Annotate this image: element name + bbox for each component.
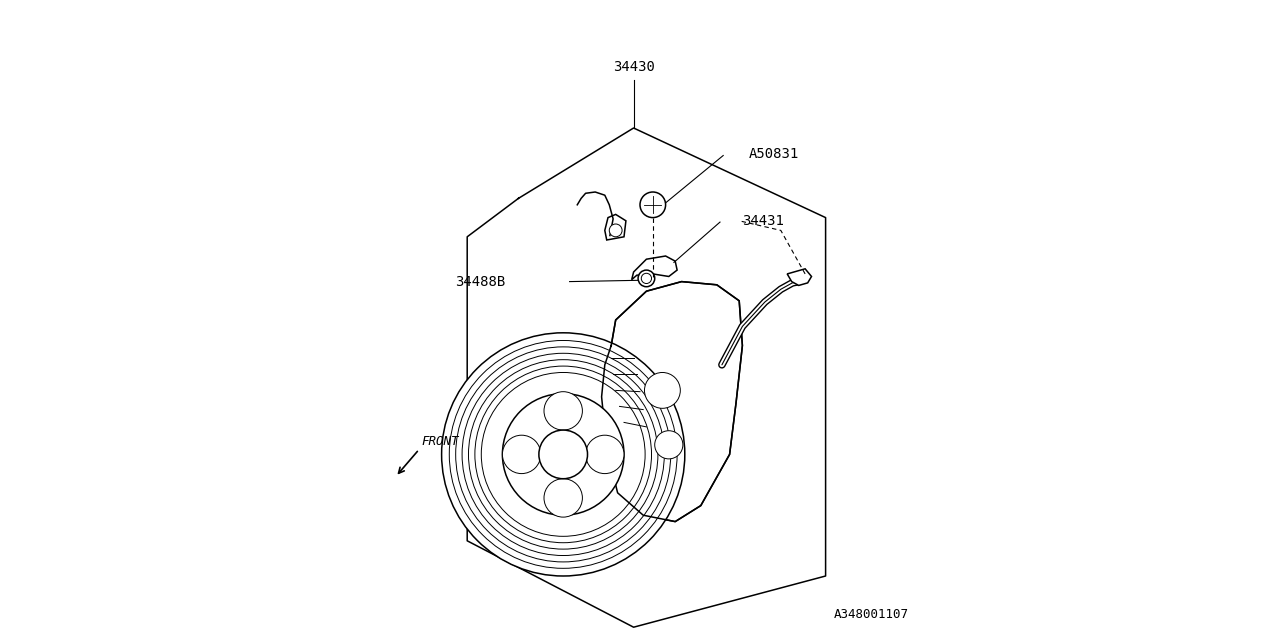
Text: A50831: A50831 [749,147,799,161]
Circle shape [503,435,541,474]
Text: 34431: 34431 [742,214,785,228]
Text: A348001107: A348001107 [833,608,909,621]
Text: 34430: 34430 [613,60,654,74]
Polygon shape [787,269,812,285]
Circle shape [442,333,685,576]
Circle shape [654,431,684,459]
Text: 34488B: 34488B [456,275,506,289]
Circle shape [641,273,652,284]
Polygon shape [632,256,677,280]
Text: FRONT: FRONT [421,435,458,448]
Circle shape [645,372,681,408]
Circle shape [609,224,622,237]
Circle shape [539,430,588,479]
Circle shape [585,435,625,474]
Circle shape [640,192,666,218]
Circle shape [544,392,582,430]
Circle shape [503,394,625,515]
Polygon shape [604,214,626,240]
Polygon shape [602,282,742,522]
Circle shape [544,479,582,517]
Circle shape [637,270,655,287]
